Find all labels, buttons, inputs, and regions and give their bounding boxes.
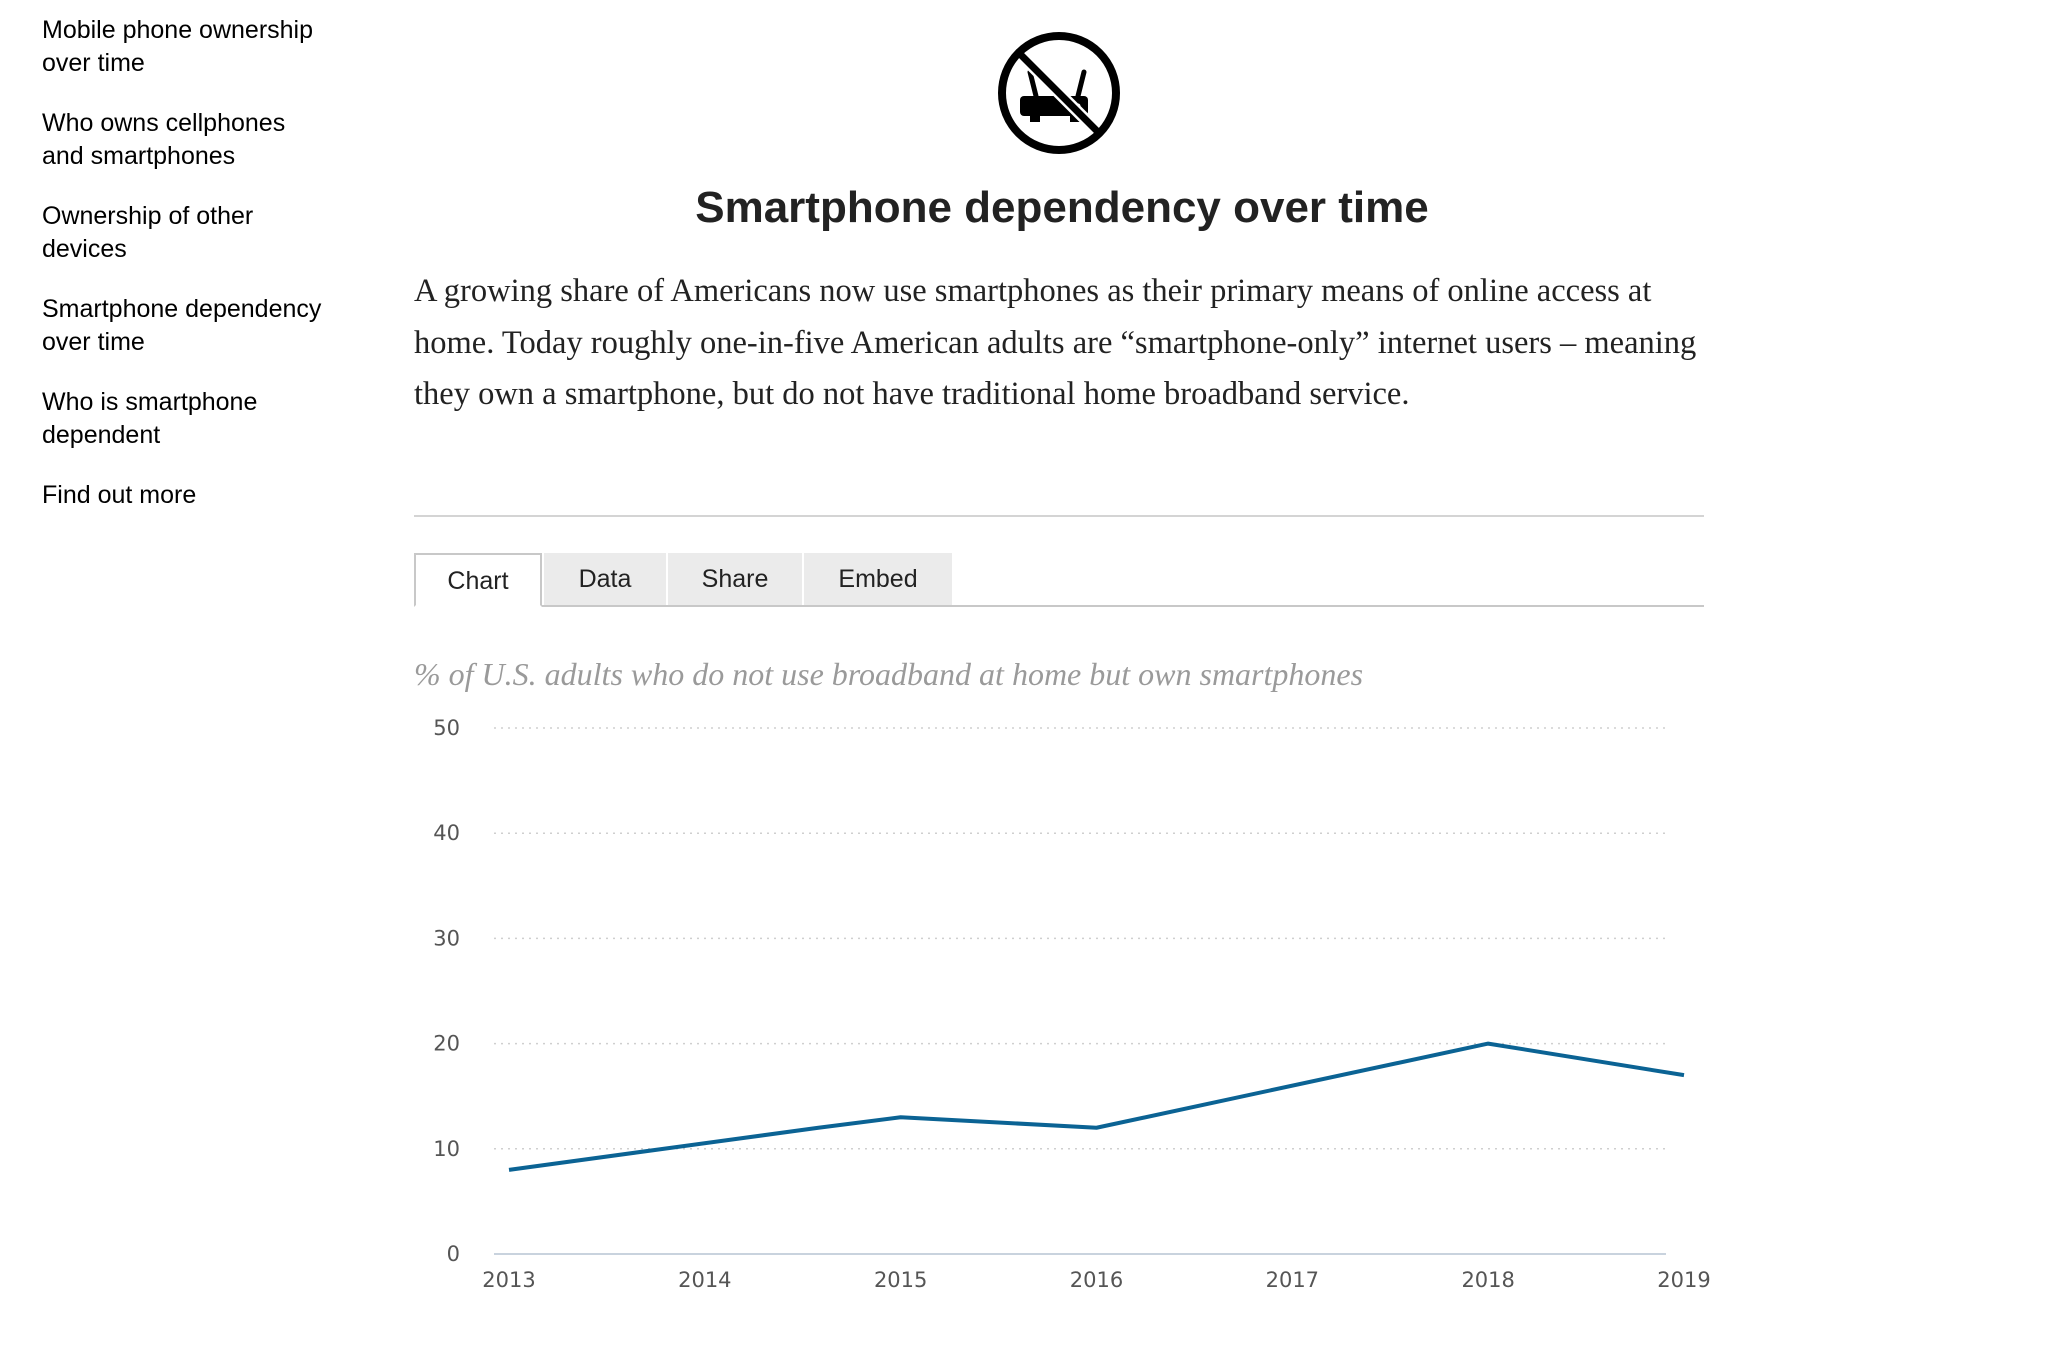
y-tick-label: 30 (433, 926, 460, 950)
y-tick-label: 50 (433, 716, 460, 740)
y-tick-label: 10 (433, 1137, 460, 1161)
sidebar-item-who-owns-cellphones[interactable]: Who owns cellphones and smartphones (42, 107, 362, 173)
sidebar-item-label: over time (42, 328, 145, 356)
section-divider (414, 515, 1704, 517)
y-tick-label: 40 (433, 821, 460, 845)
x-tick-label: 2018 (1461, 1268, 1514, 1292)
tabs-baseline (414, 605, 1704, 607)
page-title: Smartphone dependency over time (695, 183, 1429, 232)
sidebar-item-smartphone-dependency[interactable]: Smartphone dependency over time (42, 293, 362, 359)
tab-data[interactable]: Data (544, 553, 666, 605)
sidebar-item-label: devices (42, 235, 127, 263)
x-tick-label: 2015 (874, 1268, 927, 1292)
sidebar-item-label: Find out more (42, 481, 197, 509)
sidebar-item-label: Who is smartphone (42, 388, 258, 416)
no-broadband-router-icon (998, 32, 1120, 154)
sidebar-item-label: Smartphone dependency (42, 295, 322, 323)
tab-chart[interactable]: Chart (414, 553, 542, 607)
sidebar-item-label: Who owns cellphones (42, 109, 286, 137)
sidebar-nav: Mobile phone ownership over time Who owns… (42, 14, 362, 539)
x-tick-label: 2013 (482, 1268, 535, 1292)
x-tick-label: 2019 (1657, 1268, 1710, 1292)
sidebar-item-label: Mobile phone ownership (42, 16, 314, 44)
x-tick-label: 2017 (1266, 1268, 1319, 1292)
line-chart: 0 10 20 30 40 50 2013 2014 2015 2016 2017 2018 2019 (433, 716, 1710, 1292)
sidebar-item-label: and smartphones (42, 142, 236, 170)
x-tick-label: 2014 (678, 1268, 731, 1292)
sidebar-item-who-is-dependent[interactable]: Who is smartphone dependent (42, 386, 362, 452)
series-line (508, 1041, 1685, 1172)
tab-share[interactable]: Share (668, 553, 802, 605)
sidebar-item-label: over time (42, 49, 145, 77)
tab-embed[interactable]: Embed (804, 553, 952, 605)
sidebar-item-label: Ownership of other (42, 202, 254, 230)
chart-tabs: Chart Data Share Embed (414, 553, 1704, 607)
y-tick-label: 20 (433, 1032, 460, 1056)
sidebar-item-find-out-more[interactable]: Find out more (42, 479, 362, 512)
x-tick-label: 2016 (1070, 1268, 1123, 1292)
intro-paragraph: A growing share of Americans now use sma… (414, 273, 1697, 412)
chart-subtitle: % of U.S. adults who do not use broadban… (414, 656, 1364, 692)
sidebar-item-mobile-phone-ownership[interactable]: Mobile phone ownership over time (42, 14, 362, 80)
y-tick-label: 0 (447, 1242, 460, 1266)
sidebar-item-label: dependent (42, 421, 161, 449)
sidebar-item-ownership-other-devices[interactable]: Ownership of other devices (42, 200, 362, 266)
